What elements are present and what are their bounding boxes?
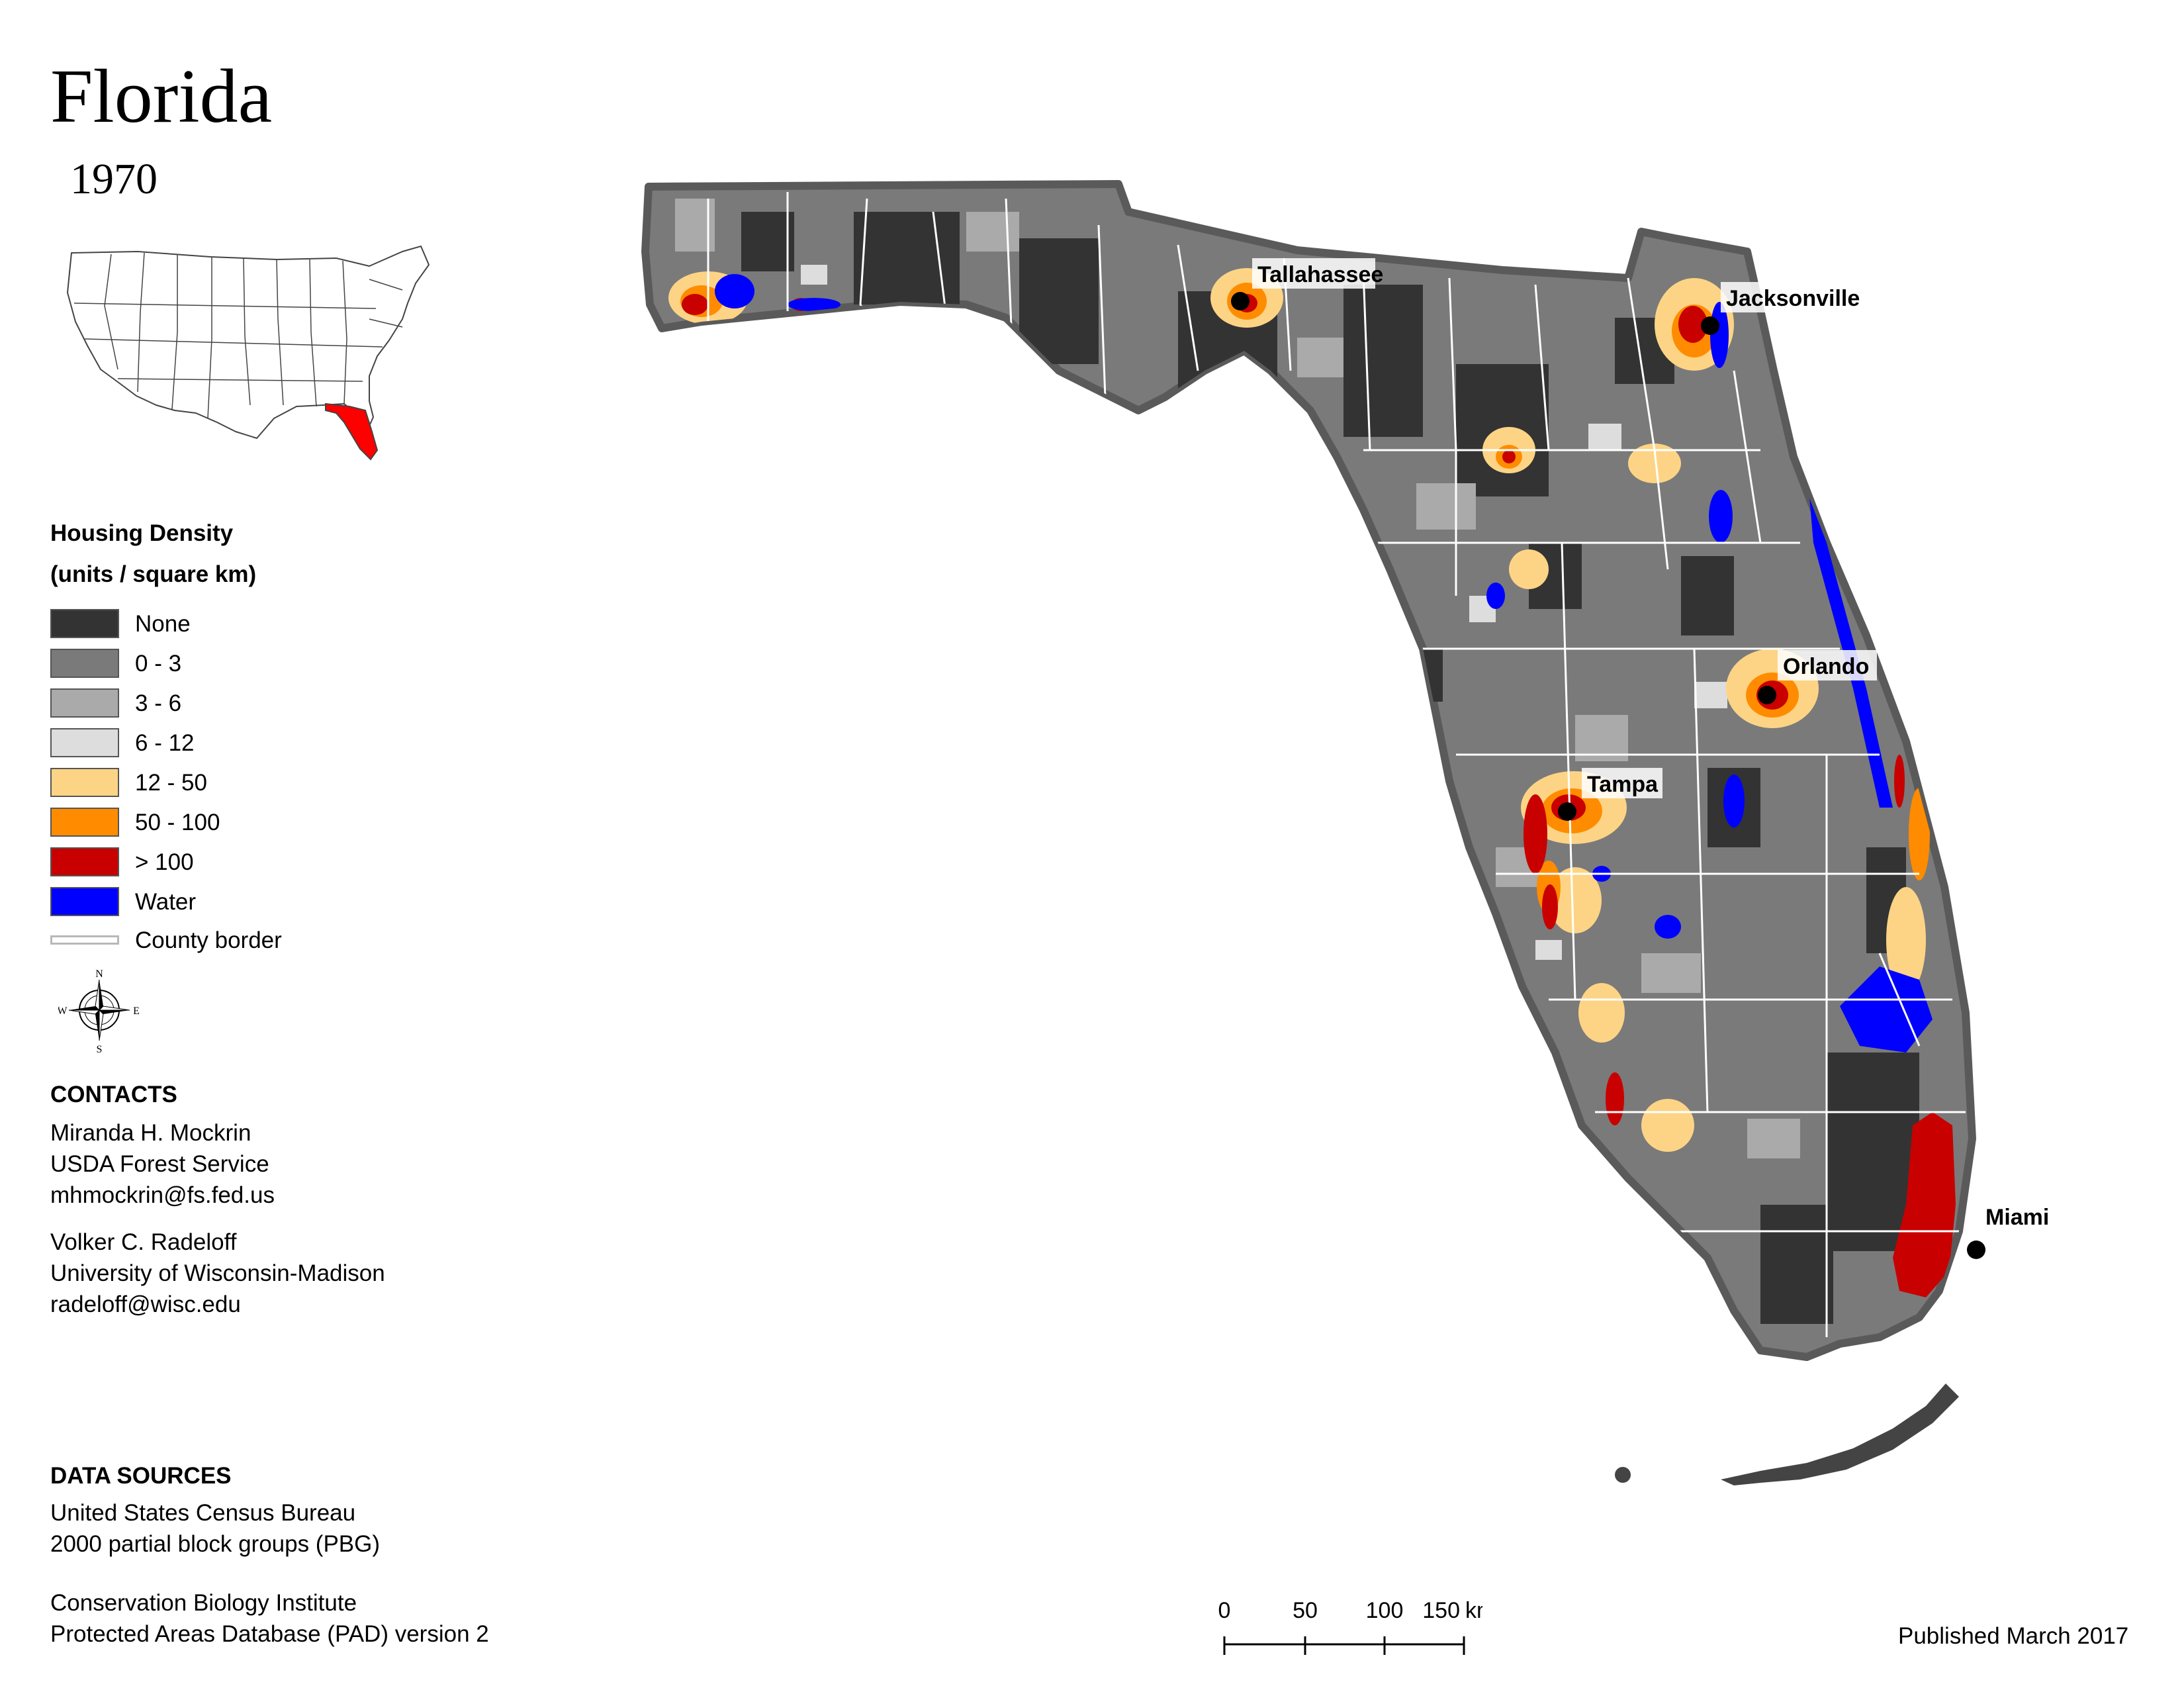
data-source-line: Conservation Biology Institute [50,1590,357,1616]
contact-1-name: Miranda H. Mockrin [50,1120,251,1146]
map-year: 1970 [70,155,158,203]
scale-unit: km [1465,1598,1482,1623]
legend-item-over-100: > 100 [50,847,194,876]
published-date: Published March 2017 [1898,1623,2129,1649]
legend-label: Water [135,888,197,915]
contact-1-email: mhmockrin@fs.fed.us [50,1182,275,1208]
scale-bar: 0 50 100 150 km [1218,1598,1482,1655]
legend-label: 3 - 6 [135,690,182,716]
legend-item-water: Water [50,887,196,916]
legend-item-6-12: 6 - 12 [50,728,195,757]
legend-item-0-3: 0 - 3 [50,649,181,678]
legend-label: 0 - 3 [135,650,182,677]
us-outline [67,246,430,439]
legend-swatch [50,808,119,837]
us-locator-inset [67,246,430,461]
florida-keys [1615,1383,1959,1485]
city-label: Tampa [1587,772,1659,797]
city-label: Tallahassee [1257,262,1383,287]
city-tallahassee: Tallahassee [1231,258,1383,310]
density-6-12-areas [801,265,1727,960]
legend-label: County border [135,927,282,953]
legend-label: 6 - 12 [135,729,195,756]
contact-2-org: University of Wisconsin-Madison [50,1260,385,1286]
legend-swatch [50,887,119,916]
contacts-heading: CONTACTS [50,1082,177,1107]
legend-item-none: None [50,609,191,638]
compass-s: S [97,1044,103,1054]
legend-label: > 100 [135,849,194,875]
legend-subtitle: (units / square km) [50,561,257,587]
data-source-line: Protected Areas Database (PAD) version 2 [50,1621,489,1647]
legend-item-50-100: 50 - 100 [50,808,220,837]
legend-label: 50 - 100 [135,809,220,835]
legend-item-county-border: County border [50,925,282,955]
compass-rose-icon: N S E W [58,968,140,1054]
data-sources-heading: DATA SOURCES [50,1463,232,1489]
city-label: Jacksonville [1726,286,1860,311]
florida-highlight [325,402,379,461]
compass-w: W [58,1006,68,1017]
city-jacksonville: Jacksonville [1701,282,1868,335]
legend-swatch [50,688,119,718]
florida-housing-density-map: Tallahassee Jacksonville Orlando Tampa M… [641,180,2049,1485]
legend-label: None [135,610,191,637]
legend-label: 12 - 50 [135,769,207,796]
legend-swatch [50,768,119,797]
legend-item-3-6: 3 - 6 [50,688,181,718]
county-borders [707,192,1966,1337]
contact-2-name: Volker C. Radeloff [50,1229,237,1255]
compass-n: N [95,968,103,980]
contact-1-org: USDA Forest Service [50,1151,269,1177]
data-source-line: 2000 partial block groups (PBG) [50,1531,381,1557]
scale-tick-label: 100 [1366,1598,1404,1623]
map-title: Florida [50,54,273,139]
scale-tick-label: 0 [1218,1598,1231,1623]
data-source-line: United States Census Bureau [50,1500,356,1526]
legend-border-swatch [50,935,119,945]
city-tampa: Tampa [1558,768,1662,821]
legend-swatch [50,847,119,876]
legend-swatch [50,728,119,757]
density-3-6-areas [675,199,1800,1158]
legend-swatch [50,649,119,678]
city-miami: Miami [1967,1205,2049,1259]
scale-tick-label: 50 [1293,1598,1318,1623]
city-orlando: Orlando [1758,650,1877,704]
compass-e: E [133,1006,140,1017]
scale-tick-label: 150 [1422,1598,1460,1623]
legend-item-12-50: 12 - 50 [50,768,207,797]
legend-swatch [50,609,119,638]
city-label: Orlando [1783,654,1869,679]
contact-2-email: radeloff@wisc.edu [50,1291,241,1317]
city-label: Miami [1985,1205,2049,1230]
legend-title: Housing Density [50,520,234,546]
